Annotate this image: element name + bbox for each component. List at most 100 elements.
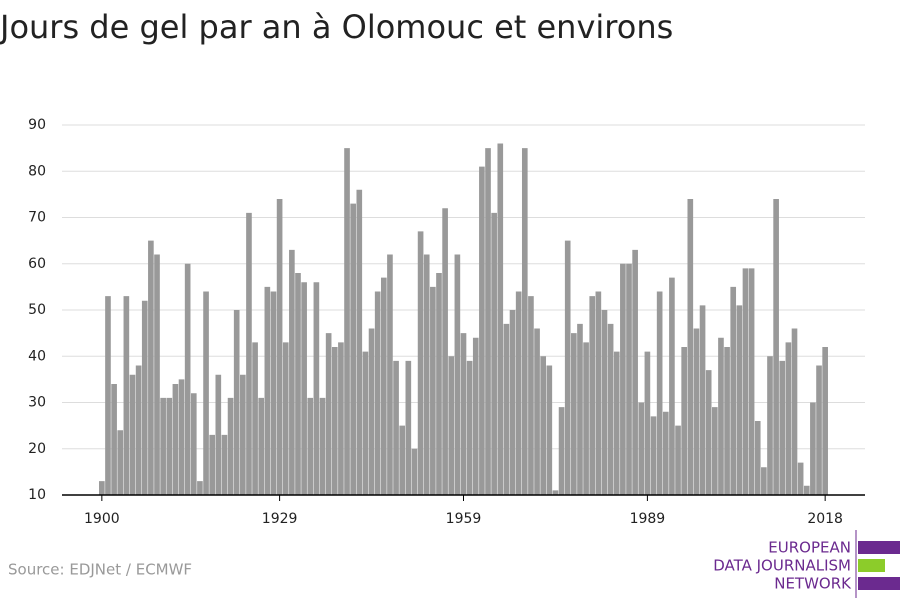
bar	[141, 300, 148, 495]
bar	[362, 351, 369, 495]
bar	[380, 277, 387, 495]
bar	[748, 268, 755, 495]
bar	[558, 407, 565, 495]
bar	[393, 360, 399, 495]
bar	[607, 323, 614, 495]
bar	[797, 462, 804, 495]
bar	[528, 296, 534, 495]
bar	[307, 397, 314, 495]
bar	[209, 434, 215, 495]
bar	[387, 254, 393, 495]
chart-title: Jours de gel par an à Olomouc et environ…	[0, 8, 673, 46]
bar	[552, 490, 559, 495]
logo-text: EUROPEAN	[768, 539, 851, 557]
y-tick-label: 50	[28, 302, 46, 318]
y-tick-label: 80	[28, 163, 46, 179]
bar	[638, 402, 645, 495]
bar	[129, 374, 136, 495]
bar	[779, 360, 786, 495]
bar	[448, 356, 455, 495]
bar	[761, 467, 767, 495]
bar	[472, 337, 479, 495]
bar	[693, 328, 700, 495]
bar	[503, 323, 510, 495]
bar	[601, 310, 608, 495]
bar	[540, 356, 547, 495]
bar	[754, 421, 761, 495]
bar	[172, 384, 179, 495]
bar	[178, 379, 185, 495]
bar	[466, 360, 473, 495]
y-tick-label: 10	[28, 487, 46, 503]
bar	[589, 296, 596, 495]
bar	[583, 342, 589, 495]
bar	[282, 342, 289, 495]
bar	[117, 430, 124, 495]
bar	[221, 434, 228, 495]
bar	[718, 337, 724, 495]
bar	[411, 448, 418, 495]
logo: EUROPEAN DATA JOURNALISM NETWORK	[713, 539, 852, 593]
bar	[436, 273, 442, 495]
bar	[632, 249, 638, 495]
logo-text: NETWORK	[774, 575, 852, 593]
y-tick-label: 30	[28, 395, 46, 411]
bar	[417, 231, 424, 495]
bar	[264, 286, 271, 495]
bar	[705, 370, 712, 495]
bar	[521, 148, 528, 495]
bar	[240, 374, 246, 495]
bar	[313, 282, 320, 495]
bar	[662, 411, 669, 495]
bar	[252, 342, 258, 495]
bar	[791, 328, 798, 495]
bar	[675, 425, 681, 495]
bar	[810, 402, 816, 495]
bar	[699, 305, 706, 495]
y-tick-label: 70	[28, 210, 46, 226]
bar	[669, 277, 675, 495]
bar	[246, 212, 252, 495]
bar	[197, 481, 203, 495]
x-tick-label: 1929	[262, 511, 298, 527]
bar	[534, 328, 540, 495]
bar	[497, 143, 504, 495]
bar	[331, 347, 338, 495]
bar	[111, 384, 117, 495]
y-tick-label: 90	[28, 117, 46, 133]
bar	[595, 291, 602, 495]
bar	[742, 268, 749, 495]
bar	[123, 296, 130, 495]
bar	[350, 203, 356, 495]
bar	[656, 291, 663, 495]
logo-bar	[858, 541, 900, 554]
source: Source: EDJNet / ECMWF	[8, 561, 192, 579]
bar	[650, 416, 657, 495]
logo-bar	[858, 577, 900, 590]
bar	[816, 365, 822, 495]
logo-bar	[858, 559, 885, 572]
bar	[374, 291, 381, 495]
y-tick-label: 40	[28, 348, 46, 364]
bar	[276, 199, 283, 495]
y-tick-label: 20	[28, 441, 46, 457]
bar	[289, 249, 295, 495]
x-tick-label: 1900	[84, 511, 120, 527]
bar	[190, 393, 197, 495]
bar	[773, 199, 779, 495]
bar	[160, 397, 166, 495]
bar	[613, 351, 620, 495]
bar	[356, 189, 363, 495]
logo-text: DATA JOURNALISM	[713, 557, 851, 575]
bar	[712, 407, 718, 495]
bar	[767, 356, 773, 495]
bar	[301, 282, 307, 495]
bar	[258, 397, 265, 495]
bar	[515, 291, 522, 495]
bar	[460, 333, 467, 495]
bar	[626, 263, 632, 495]
bar	[215, 374, 222, 495]
bar	[325, 333, 332, 495]
x-tick-label: 2018	[807, 511, 843, 527]
bar	[319, 397, 326, 495]
